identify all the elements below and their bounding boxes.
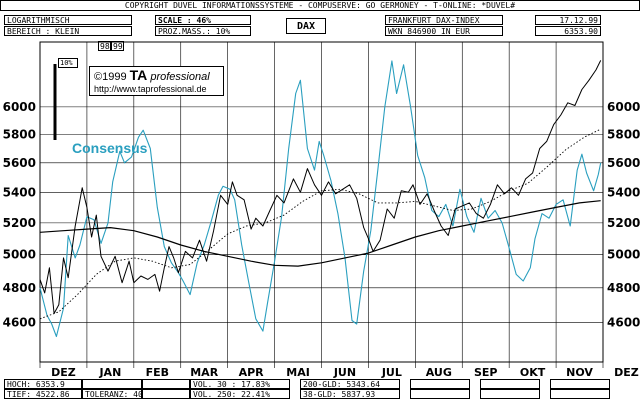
x-tick-month: SEP	[474, 366, 498, 379]
instrument-title: DAX	[286, 18, 326, 34]
empty-cell-8	[550, 379, 610, 389]
y-tick-right: 5200	[607, 216, 640, 230]
grid	[39, 41, 604, 368]
date-label: 17.12.99	[535, 15, 601, 25]
x-tick-month: FEB	[146, 366, 169, 379]
x-tick-month: NOV	[566, 366, 593, 379]
y-tick-right: 5000	[607, 248, 640, 262]
y-tick-right: 5400	[607, 185, 640, 199]
y-tick-left: 4600	[3, 315, 36, 329]
y-tick-left: 4800	[3, 281, 36, 295]
y-tick-right: 4800	[607, 281, 640, 295]
x-tick-month: DEZ	[51, 366, 76, 379]
x-tick-month: MAR	[190, 366, 218, 379]
empty-cell-4	[410, 379, 470, 389]
x-tick-month: AUG	[426, 366, 452, 379]
x-tick-month: JUN	[333, 366, 356, 379]
y-tick-right: 4600	[607, 315, 640, 329]
x-tick-month: JUL	[381, 366, 402, 379]
proz-mass-label: PROZ.MASS.: 10%	[155, 26, 251, 36]
range-label: BEREICH : KLEIN	[4, 26, 132, 36]
x-tick-month: OKT	[520, 366, 546, 379]
series-line-consensus	[39, 60, 602, 338]
consensus-label: Consensus	[72, 140, 148, 156]
y-tick-right: 6000	[607, 100, 640, 114]
y-tick-left: 6000	[3, 100, 36, 114]
x-axis: DEZ JAN FEB MAR APR MAI JUN JUL AUG SEP OKT NOV DEZ	[51, 366, 639, 379]
y-tick-left: 5200	[3, 216, 36, 230]
empty-cell-1	[82, 379, 142, 389]
empty-cell-7	[480, 389, 540, 399]
y-axis-right: 6000 5800 5600 5400 5200 5000 4800 4600	[607, 100, 640, 329]
y-tick-left: 5600	[3, 156, 36, 170]
watermark-brand: TA	[129, 67, 148, 83]
series-line-price	[39, 60, 602, 314]
x-tick-month: APR	[239, 366, 265, 379]
watermark-copyright: ©1999	[94, 71, 127, 83]
wkn-label: WKN 846900 IN EUR	[385, 26, 503, 36]
watermark-brand-italic: professional	[150, 71, 210, 83]
empty-cell-3	[142, 389, 190, 399]
vol30-label: VOL. 30 : 17.83%	[190, 379, 290, 389]
y-tick-right: 5800	[607, 127, 640, 141]
series-line-ma38	[39, 128, 601, 320]
pct-box: 10%	[58, 58, 78, 68]
vol250-label: VOL. 250: 22.41%	[190, 389, 290, 399]
scale-type-label: LOGARITHMISCH	[4, 15, 132, 25]
watermark-url: http://www.taprofessional.de	[94, 84, 207, 94]
y-tick-left: 5400	[3, 185, 36, 199]
exchange-label: FRANKFURT DAX-INDEX	[385, 15, 503, 25]
x-tick-month: JAN	[98, 366, 121, 379]
watermark-box: ©1999 TA professional http://www.taprofe…	[89, 66, 224, 96]
empty-cell-9	[550, 389, 610, 399]
gld200-label: 200-GLD: 5343.64	[300, 379, 400, 389]
last-value-label: 6353.90	[535, 26, 601, 36]
series-layer	[39, 60, 602, 338]
series-line-ma200	[39, 200, 601, 267]
tief-label: TIEF: 4522.86	[4, 389, 82, 399]
x-tick-month: MAI	[286, 366, 310, 379]
y-axis-left: 6000 5800 5600 5400 5200 5000 4800 4600	[3, 100, 36, 329]
scale-label: SCALE : 46%	[155, 15, 251, 25]
empty-cell-5	[410, 389, 470, 399]
hoch-label: HOCH: 6353.9	[4, 379, 82, 389]
toleranz-label: TOLERANZ: 40%	[82, 389, 142, 399]
y-tick-left: 5000	[3, 248, 36, 262]
x-tick-month: DEZ	[614, 366, 639, 379]
empty-cell-2	[142, 379, 190, 389]
empty-cell-6	[480, 379, 540, 389]
y-tick-left: 5800	[3, 127, 36, 141]
gld38-label: 38-GLD: 5837.93	[300, 389, 400, 399]
y-tick-right: 5600	[607, 156, 640, 170]
